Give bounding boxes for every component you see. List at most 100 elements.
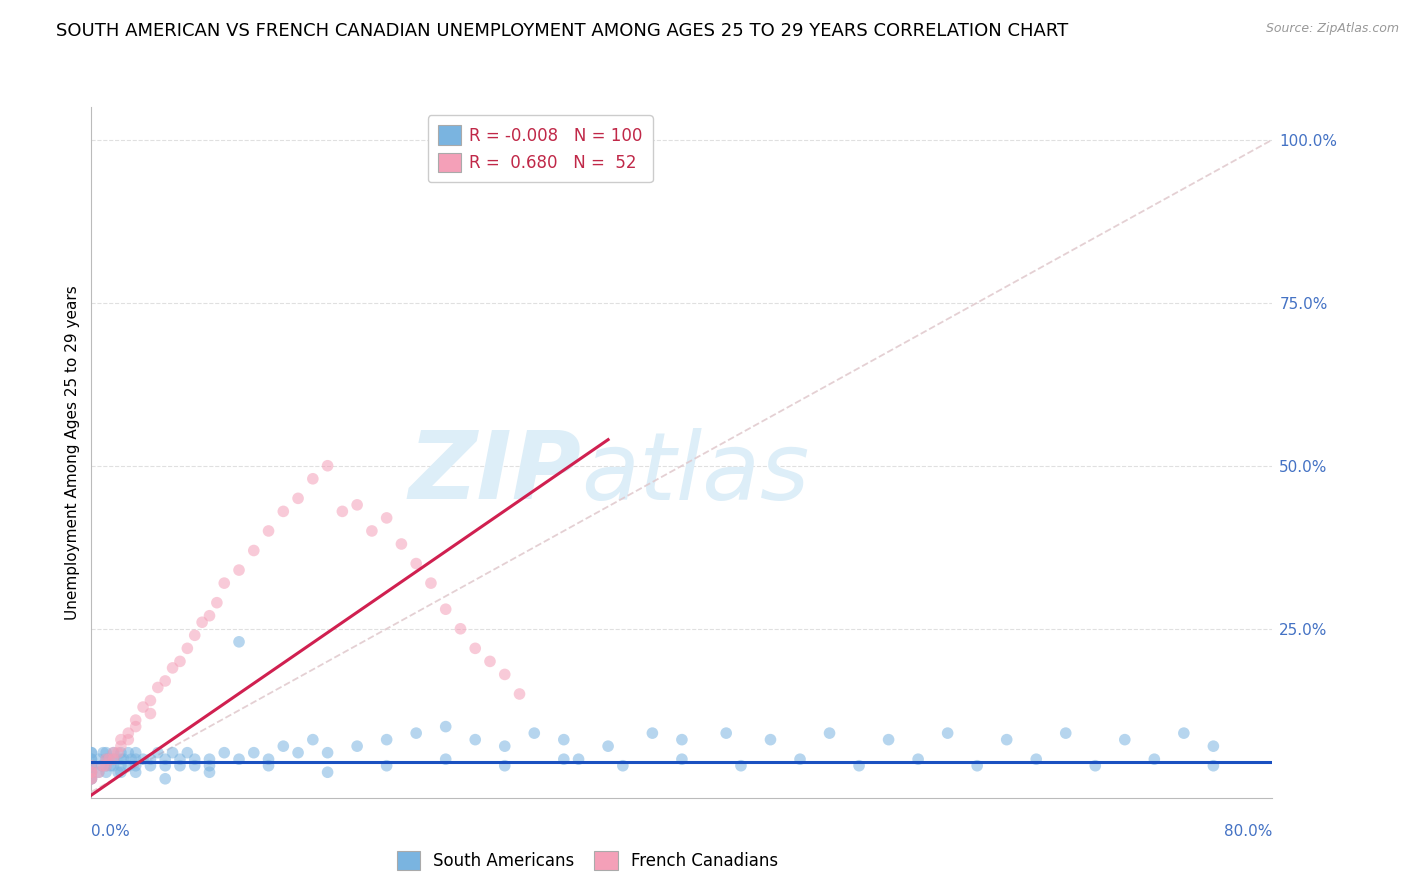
Point bbox=[80, 772, 103, 786]
Point bbox=[257, 758, 280, 772]
Point bbox=[162, 746, 184, 760]
Point bbox=[641, 726, 664, 740]
Point bbox=[124, 758, 148, 772]
Point bbox=[103, 746, 125, 760]
Point bbox=[907, 752, 929, 766]
Point bbox=[103, 752, 125, 766]
Point bbox=[198, 608, 221, 623]
Point bbox=[153, 673, 177, 688]
Point bbox=[110, 752, 132, 766]
Point bbox=[98, 752, 121, 766]
Point bbox=[80, 765, 103, 780]
Point bbox=[96, 758, 118, 772]
Point bbox=[287, 746, 309, 760]
Point bbox=[228, 752, 250, 766]
Point bbox=[139, 752, 162, 766]
Point bbox=[1114, 732, 1136, 747]
Point bbox=[205, 596, 228, 610]
Point bbox=[176, 746, 198, 760]
Point bbox=[494, 758, 516, 772]
Point bbox=[434, 602, 457, 616]
Point bbox=[464, 732, 486, 747]
Point bbox=[316, 458, 339, 473]
Point bbox=[671, 752, 693, 766]
Point bbox=[107, 765, 129, 780]
Point bbox=[124, 746, 148, 760]
Point bbox=[96, 758, 118, 772]
Point bbox=[96, 765, 118, 780]
Point bbox=[110, 746, 132, 760]
Point bbox=[346, 498, 368, 512]
Point bbox=[117, 726, 139, 740]
Point bbox=[273, 504, 295, 518]
Point bbox=[596, 739, 619, 754]
Text: SOUTH AMERICAN VS FRENCH CANADIAN UNEMPLOYMENT AMONG AGES 25 TO 29 YEARS CORRELA: SOUTH AMERICAN VS FRENCH CANADIAN UNEMPL… bbox=[56, 22, 1069, 40]
Point bbox=[730, 758, 752, 772]
Point bbox=[1054, 726, 1077, 740]
Point bbox=[389, 537, 413, 551]
Point bbox=[183, 752, 207, 766]
Point bbox=[301, 732, 323, 747]
Point bbox=[346, 739, 368, 754]
Point bbox=[316, 746, 339, 760]
Point bbox=[494, 739, 516, 754]
Point bbox=[228, 635, 250, 649]
Point bbox=[464, 641, 486, 656]
Text: ZIP: ZIP bbox=[409, 427, 582, 519]
Point bbox=[375, 758, 398, 772]
Point bbox=[169, 654, 191, 668]
Point bbox=[818, 726, 841, 740]
Point bbox=[759, 732, 782, 747]
Point bbox=[110, 732, 132, 747]
Point bbox=[553, 752, 575, 766]
Point bbox=[80, 765, 103, 780]
Point bbox=[124, 765, 148, 780]
Point bbox=[176, 641, 198, 656]
Point bbox=[169, 752, 191, 766]
Point bbox=[80, 752, 103, 766]
Point bbox=[103, 752, 125, 766]
Point bbox=[450, 622, 472, 636]
Text: 0.0%: 0.0% bbox=[91, 824, 131, 838]
Point bbox=[139, 758, 162, 772]
Point bbox=[98, 752, 121, 766]
Point bbox=[80, 765, 103, 780]
Point bbox=[139, 693, 162, 707]
Point bbox=[1202, 739, 1225, 754]
Point bbox=[112, 752, 135, 766]
Point bbox=[117, 732, 139, 747]
Point bbox=[494, 667, 516, 681]
Point bbox=[419, 576, 441, 591]
Point bbox=[107, 746, 129, 760]
Point bbox=[139, 706, 162, 721]
Point bbox=[375, 732, 398, 747]
Point bbox=[523, 726, 546, 740]
Point bbox=[612, 758, 634, 772]
Point bbox=[153, 772, 177, 786]
Point bbox=[153, 752, 177, 766]
Point bbox=[405, 557, 427, 571]
Point bbox=[132, 700, 155, 714]
Text: Source: ZipAtlas.com: Source: ZipAtlas.com bbox=[1265, 22, 1399, 36]
Point bbox=[553, 732, 575, 747]
Point bbox=[1025, 752, 1047, 766]
Point bbox=[434, 752, 457, 766]
Point bbox=[243, 543, 266, 558]
Point bbox=[995, 732, 1018, 747]
Point bbox=[198, 758, 221, 772]
Point bbox=[405, 726, 427, 740]
Point bbox=[96, 752, 118, 766]
Point bbox=[848, 758, 870, 772]
Point bbox=[243, 746, 266, 760]
Point bbox=[87, 752, 110, 766]
Point bbox=[117, 746, 139, 760]
Point bbox=[332, 504, 354, 518]
Point bbox=[434, 720, 457, 734]
Point bbox=[80, 772, 103, 786]
Point bbox=[936, 726, 959, 740]
Point bbox=[509, 687, 531, 701]
Point bbox=[375, 511, 398, 525]
Point bbox=[162, 661, 184, 675]
Point bbox=[257, 524, 280, 538]
Point bbox=[287, 491, 309, 506]
